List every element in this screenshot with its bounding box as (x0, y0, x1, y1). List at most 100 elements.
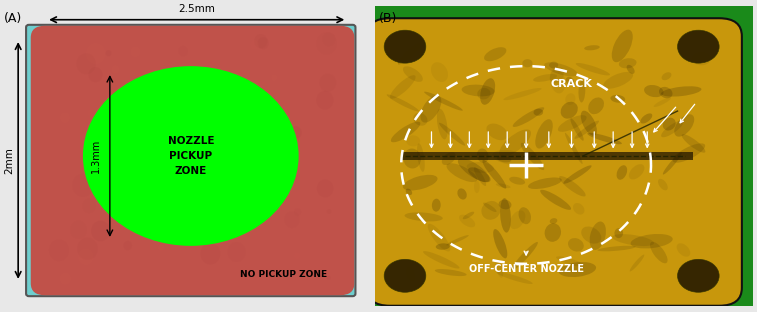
Ellipse shape (134, 98, 146, 111)
Circle shape (678, 30, 719, 63)
Ellipse shape (169, 211, 185, 229)
Text: NOZZLE
PICKUP
ZONE: NOZZLE PICKUP ZONE (167, 136, 214, 176)
Ellipse shape (497, 155, 512, 163)
Ellipse shape (417, 143, 425, 172)
Ellipse shape (558, 115, 587, 132)
Ellipse shape (294, 252, 301, 259)
Ellipse shape (693, 52, 711, 65)
Ellipse shape (457, 188, 467, 200)
Ellipse shape (550, 68, 565, 93)
Ellipse shape (279, 76, 289, 88)
Ellipse shape (146, 173, 164, 191)
Ellipse shape (437, 109, 447, 139)
Ellipse shape (163, 140, 176, 153)
Ellipse shape (459, 215, 475, 227)
Ellipse shape (78, 248, 94, 265)
Ellipse shape (559, 176, 586, 197)
Ellipse shape (519, 207, 531, 224)
Ellipse shape (406, 189, 412, 195)
Ellipse shape (571, 119, 584, 141)
Ellipse shape (447, 163, 477, 182)
FancyBboxPatch shape (31, 26, 354, 295)
Circle shape (385, 30, 425, 63)
Ellipse shape (653, 98, 671, 107)
Ellipse shape (590, 222, 606, 250)
Ellipse shape (407, 135, 420, 146)
Ellipse shape (503, 88, 541, 100)
Ellipse shape (487, 124, 508, 140)
Text: (A): (A) (4, 12, 22, 25)
Ellipse shape (500, 198, 511, 233)
Ellipse shape (271, 75, 277, 81)
Ellipse shape (403, 66, 423, 82)
Ellipse shape (627, 65, 634, 74)
Ellipse shape (575, 121, 599, 139)
Ellipse shape (317, 179, 333, 197)
Text: 1.3mm: 1.3mm (91, 139, 101, 173)
Ellipse shape (661, 86, 702, 97)
Ellipse shape (661, 120, 684, 137)
Ellipse shape (615, 228, 623, 238)
Ellipse shape (307, 195, 311, 199)
Ellipse shape (86, 43, 105, 64)
Ellipse shape (535, 119, 553, 149)
Text: NO PICKUP ZONE: NO PICKUP ZONE (240, 270, 328, 279)
Ellipse shape (121, 72, 128, 80)
Ellipse shape (550, 67, 564, 83)
Ellipse shape (511, 242, 538, 271)
Ellipse shape (201, 100, 214, 113)
Ellipse shape (480, 78, 495, 105)
Ellipse shape (561, 102, 578, 119)
Ellipse shape (497, 272, 533, 284)
Ellipse shape (578, 80, 585, 102)
Ellipse shape (581, 227, 601, 244)
Ellipse shape (101, 157, 118, 175)
Ellipse shape (187, 92, 204, 110)
Ellipse shape (509, 210, 525, 229)
Ellipse shape (573, 203, 584, 215)
Ellipse shape (157, 244, 164, 251)
Ellipse shape (159, 119, 179, 141)
Ellipse shape (223, 211, 227, 216)
Text: 2.5mm: 2.5mm (179, 4, 215, 14)
Ellipse shape (662, 72, 671, 80)
Ellipse shape (528, 178, 562, 189)
Ellipse shape (631, 234, 673, 248)
Ellipse shape (484, 47, 506, 61)
Ellipse shape (431, 199, 441, 212)
Ellipse shape (565, 77, 574, 85)
Ellipse shape (316, 91, 334, 110)
Ellipse shape (563, 165, 592, 184)
Ellipse shape (319, 74, 336, 92)
Ellipse shape (477, 88, 491, 100)
Ellipse shape (390, 75, 416, 99)
Ellipse shape (160, 112, 164, 117)
Ellipse shape (474, 167, 486, 186)
Ellipse shape (544, 223, 561, 242)
Ellipse shape (474, 180, 480, 193)
Ellipse shape (182, 165, 189, 174)
Ellipse shape (201, 243, 220, 265)
Ellipse shape (106, 50, 111, 56)
Ellipse shape (644, 85, 664, 97)
Ellipse shape (257, 37, 269, 49)
Ellipse shape (235, 76, 238, 80)
Ellipse shape (540, 190, 571, 210)
Ellipse shape (113, 199, 130, 217)
Ellipse shape (463, 212, 474, 219)
Ellipse shape (248, 192, 267, 213)
Ellipse shape (387, 94, 419, 111)
Text: OFF-CENTER NOZZLE: OFF-CENTER NOZZLE (469, 264, 584, 274)
Ellipse shape (134, 209, 154, 231)
Ellipse shape (88, 122, 98, 133)
Ellipse shape (468, 167, 491, 182)
Ellipse shape (435, 269, 466, 276)
Ellipse shape (658, 179, 668, 190)
Ellipse shape (677, 243, 690, 257)
Ellipse shape (391, 122, 420, 142)
Ellipse shape (214, 210, 229, 226)
Text: 2mm: 2mm (5, 147, 14, 174)
Ellipse shape (130, 46, 141, 57)
Ellipse shape (423, 251, 459, 269)
Ellipse shape (467, 162, 494, 173)
